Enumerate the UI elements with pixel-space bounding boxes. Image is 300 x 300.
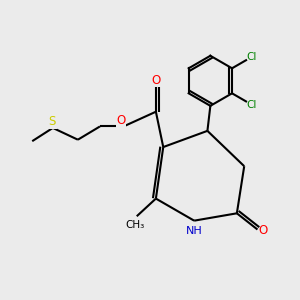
Text: O: O — [258, 224, 267, 238]
Text: Cl: Cl — [247, 100, 257, 110]
Text: O: O — [151, 74, 160, 87]
Text: CH₃: CH₃ — [126, 220, 145, 230]
Text: S: S — [49, 115, 56, 128]
Text: NH: NH — [186, 226, 202, 236]
Text: O: O — [116, 114, 126, 127]
Text: Cl: Cl — [247, 52, 257, 62]
